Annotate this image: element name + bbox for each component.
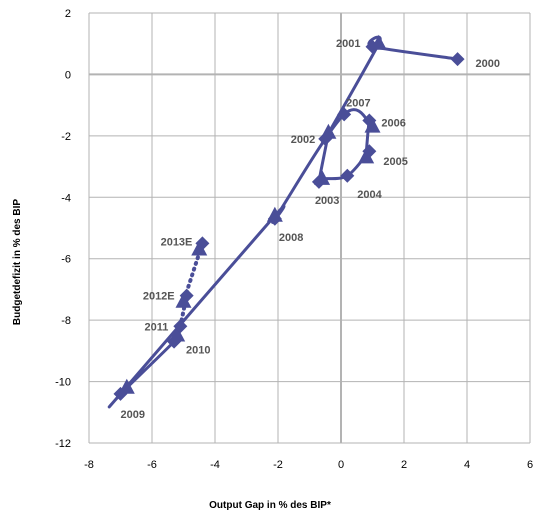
data-point <box>314 169 331 185</box>
y-tick-label: -6 <box>61 254 71 266</box>
data-point <box>450 52 465 67</box>
data-point <box>175 292 192 308</box>
y-tick-label: -4 <box>61 192 71 204</box>
x-tick-label: 0 <box>338 459 344 471</box>
data-label: 2013E <box>161 236 193 248</box>
data-point <box>337 107 352 122</box>
data-label: 2004 <box>357 189 382 201</box>
y-tick-label: -2 <box>61 131 71 143</box>
x-tick-label: -6 <box>147 459 157 471</box>
x-tick-label: -8 <box>84 459 94 471</box>
data-label: 2002 <box>291 134 315 146</box>
data-label: 2010 <box>186 345 210 357</box>
y-axis-label: Budgetdefizit in % des BIP <box>12 199 23 325</box>
data-point <box>118 378 135 394</box>
data-label: 2005 <box>383 156 407 168</box>
data-label: 2011 <box>144 321 168 333</box>
data-point <box>370 34 387 50</box>
y-tick-label: 2 <box>65 8 71 20</box>
markers <box>113 34 465 401</box>
data-label: 2007 <box>346 97 370 109</box>
data-point <box>266 206 283 222</box>
data-label: 2009 <box>121 409 145 421</box>
data-label: 2006 <box>381 118 405 130</box>
point-labels: 2000 2001 2002 2003 2004 2005 2006 2007 2008 2009… <box>121 38 501 421</box>
tick-labels: 2 0 -2 -4 -6 -8 -10 -12 -8 -6 -4 -2 0 2 4 6 <box>55 8 533 471</box>
grid <box>88 12 531 444</box>
x-axis-label: Output Gap in % des BIP* <box>209 500 331 511</box>
data-point <box>340 168 355 183</box>
data-point <box>173 319 188 334</box>
y-tick-label: -12 <box>55 438 71 450</box>
data-label: 2012E <box>143 291 175 303</box>
y-tick-label: -10 <box>55 377 71 389</box>
x-tick-label: -2 <box>273 459 283 471</box>
data-label: 2001 <box>336 38 360 50</box>
data-label: 2000 <box>476 58 500 70</box>
data-label: 2008 <box>279 232 303 244</box>
x-tick-label: 6 <box>527 459 533 471</box>
series-lines <box>107 35 458 409</box>
x-tick-label: 2 <box>401 459 407 471</box>
x-tick-label: 4 <box>464 459 470 471</box>
series-line <box>107 35 458 409</box>
x-tick-label: -4 <box>210 459 220 471</box>
y-tick-label: -8 <box>61 315 71 327</box>
data-point <box>320 123 337 139</box>
data-point <box>191 240 208 256</box>
data-label: 2003 <box>315 195 339 207</box>
data-point <box>364 117 381 133</box>
y-tick-label: 0 <box>65 69 71 81</box>
data-point <box>169 326 186 342</box>
data-point <box>358 148 375 164</box>
